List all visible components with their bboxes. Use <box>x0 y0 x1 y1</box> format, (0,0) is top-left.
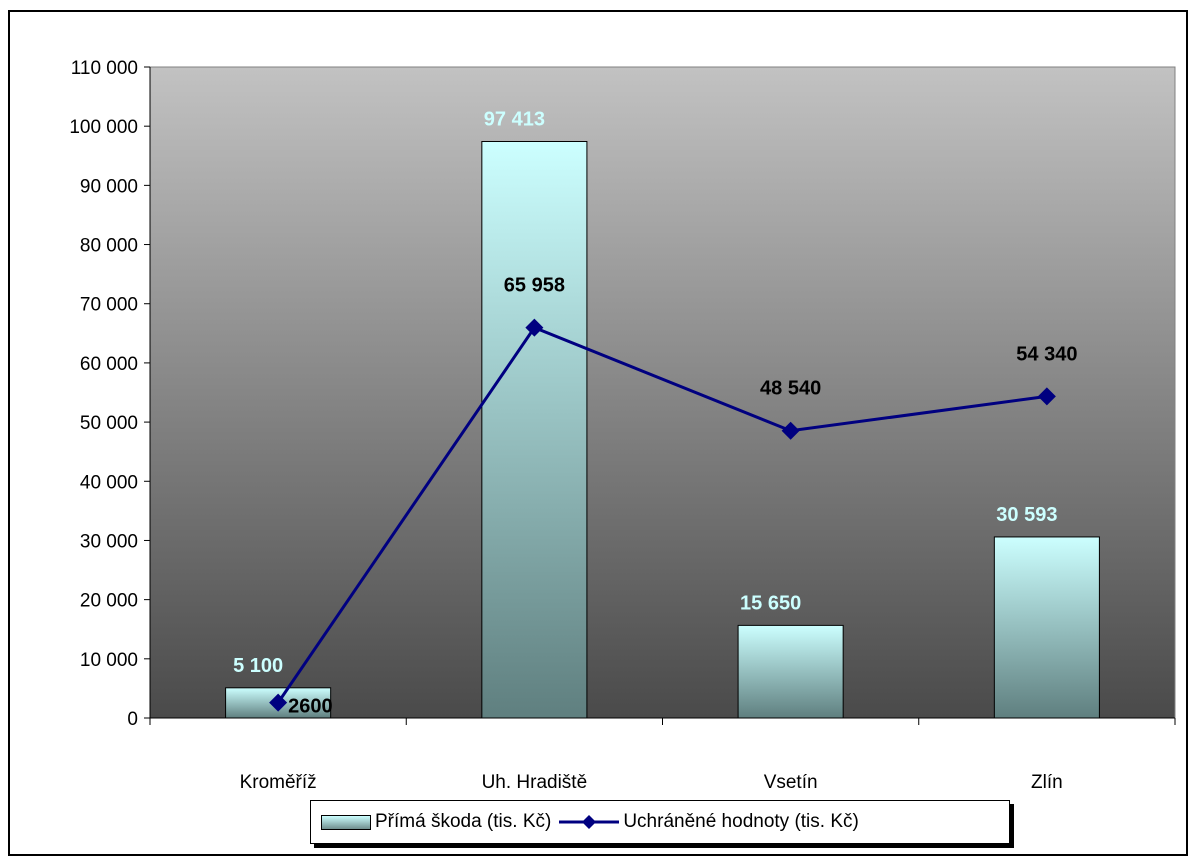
line-data-label: 54 340 <box>1016 343 1077 365</box>
y-tick-label: 10 000 <box>80 650 138 671</box>
y-tick-label: 60 000 <box>80 354 138 375</box>
y-tick-label: 50 000 <box>80 413 138 434</box>
y-tick-label: 110 000 <box>71 58 138 79</box>
x-tick-label: Vsetín <box>764 772 818 793</box>
bar-data-label: 5 100 <box>233 655 283 677</box>
bar-data-label: 97 413 <box>484 108 545 130</box>
bar <box>481 140 588 719</box>
legend-bar-swatch <box>321 814 371 830</box>
legend-label-bar-series: Přímá škoda (tis. Kč) <box>375 811 552 832</box>
x-tick-label: Zlín <box>1031 772 1063 793</box>
x-axis: Kroměříž Uh. Hradiště Vsetín Zlín <box>149 717 1176 793</box>
x-tick-label: Kroměříž <box>240 772 317 793</box>
series-line <box>276 325 1048 704</box>
legend-label-line-series: Uchráněné hodnoty (tis. Kč) <box>623 811 859 832</box>
bar <box>993 536 1100 719</box>
y-tick-label: 90 000 <box>80 176 138 197</box>
x-tick-label: Uh. Hradiště <box>482 772 588 793</box>
line-point <box>525 318 544 337</box>
y-tick-label: 40 000 <box>80 472 138 493</box>
bar-data-label: 30 593 <box>996 504 1057 526</box>
legend-line-swatch <box>559 815 620 829</box>
y-tick-label: 0 <box>127 709 138 730</box>
bar <box>737 624 844 719</box>
line-data-label: 65 958 <box>504 275 565 297</box>
legend-item-bar-series: Přímá škoda (tis. Kč) <box>321 811 551 833</box>
y-tick-label: 20 000 <box>80 591 138 612</box>
line-point <box>1037 387 1056 406</box>
line-data-label: 48 540 <box>760 378 821 400</box>
line-series <box>269 318 1056 712</box>
data-labels: 5 100 97 413 15 650 30 593 2600 65 958 48 540 5… <box>233 108 1077 717</box>
bar-series <box>225 140 1100 719</box>
line-point <box>269 693 288 712</box>
y-tick-label: 80 000 <box>80 236 138 257</box>
y-tick-label: 100 000 <box>69 117 138 138</box>
bar-data-label: 15 650 <box>740 592 801 614</box>
legend: Přímá škoda (tis. Kč) Uchráněné hodnoty … <box>310 800 1010 844</box>
line-point <box>781 421 800 440</box>
y-axis: 0 10 000 20 000 30 000 40 000 50 000 60 000 70 … <box>69 58 151 730</box>
line-data-label: 2600 <box>288 696 333 718</box>
y-tick-label: 70 000 <box>80 295 138 316</box>
legend-item-line-series: Uchráněné hodnoty (tis. Kč) <box>557 811 859 833</box>
y-tick-label: 30 000 <box>80 531 138 552</box>
